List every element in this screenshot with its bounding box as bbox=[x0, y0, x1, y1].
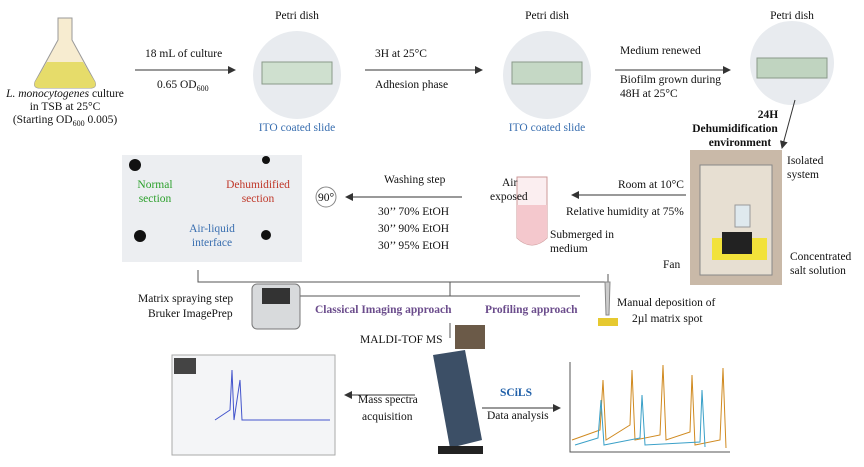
tube-text: medium bbox=[550, 243, 588, 255]
instrument-label: MALDI-TOF MS bbox=[360, 334, 443, 346]
rotation-text: 90° bbox=[318, 192, 335, 204]
slide-text: Air-liquid bbox=[189, 223, 235, 235]
tube-text: Air bbox=[502, 177, 518, 189]
instrument bbox=[433, 325, 485, 454]
washing-text: 30’’ 70% EtOH bbox=[378, 206, 449, 218]
culture-text: (Starting OD600 0.005) bbox=[13, 114, 117, 128]
tube-text: Submerged in bbox=[550, 229, 614, 241]
slide-label: ITO coated slide bbox=[259, 122, 335, 134]
matrix-text: Matrix spraying step bbox=[138, 293, 233, 305]
text-part: 600 bbox=[73, 119, 85, 128]
slide-text: section bbox=[242, 193, 275, 205]
pipette bbox=[598, 281, 618, 326]
step-text: 18 mL of culture bbox=[145, 48, 222, 60]
approach-label: Classical Imaging approach bbox=[315, 304, 452, 316]
slide-label: ITO coated slide bbox=[509, 122, 585, 134]
tube bbox=[516, 176, 548, 246]
step-text: 0.65 OD600 bbox=[157, 79, 209, 93]
manual-text: Manual deposition of bbox=[617, 297, 716, 309]
box-text: Fan bbox=[663, 259, 681, 271]
culture-text: L. monocytogenes culture bbox=[5, 88, 124, 100]
box-text: salt solution bbox=[790, 265, 846, 277]
step-text: Medium renewed bbox=[620, 45, 701, 57]
text-part: culture bbox=[89, 88, 124, 100]
flask bbox=[34, 17, 96, 89]
text-part: L. monocytogenes bbox=[5, 88, 90, 100]
step-text: Biofilm grown during bbox=[620, 74, 721, 86]
washing-text: Washing step bbox=[384, 174, 446, 186]
room-text: Room at 10°C bbox=[618, 179, 684, 191]
slide-text: Dehumidified bbox=[226, 179, 290, 191]
dehum-text: 24H bbox=[758, 109, 779, 121]
dehum-text: Dehumidification bbox=[692, 123, 778, 135]
petri-label: Petri dish bbox=[770, 10, 814, 22]
text-part: 600 bbox=[197, 84, 209, 93]
tube-text: exposed bbox=[490, 191, 528, 203]
arrow bbox=[779, 99, 796, 149]
slide-photo bbox=[122, 155, 302, 262]
acq-text: acquisition bbox=[362, 411, 413, 423]
text-part: (Starting OD bbox=[13, 114, 73, 126]
slide-text: Normal bbox=[137, 179, 172, 191]
acq-text: Mass spectra bbox=[358, 394, 418, 406]
text-part: 0.005) bbox=[85, 114, 118, 126]
step-text: 3H at 25°C bbox=[375, 48, 427, 60]
analysis-text: Data analysis bbox=[487, 410, 549, 422]
step-text: Adhesion phase bbox=[375, 79, 448, 91]
room-text: Relative humidity at 75% bbox=[566, 206, 684, 218]
dehum-text: environment bbox=[709, 137, 772, 149]
washing-text: 30’’ 90% EtOH bbox=[378, 223, 449, 235]
rotation-icon bbox=[315, 186, 337, 208]
matrix-text: Bruker ImagePrep bbox=[148, 308, 233, 320]
washing-text: 30’’ 95% EtOH bbox=[378, 240, 449, 252]
petri-label: Petri dish bbox=[275, 10, 319, 22]
text-part: 0.65 OD bbox=[157, 79, 197, 91]
box-text: system bbox=[787, 169, 819, 181]
slide-text: interface bbox=[192, 237, 232, 249]
sprayer bbox=[251, 283, 301, 330]
manual-text: 2µl matrix spot bbox=[632, 313, 703, 325]
approach-label: Profiling approach bbox=[485, 304, 578, 316]
box-text: Isolated bbox=[787, 155, 824, 167]
software-screenshot bbox=[171, 354, 336, 456]
scils-logo: SCiLS bbox=[500, 387, 532, 399]
culture-text: in TSB at 25°C bbox=[30, 101, 101, 113]
step-text: 48H at 25°C bbox=[620, 88, 678, 100]
petri-dishes bbox=[253, 21, 834, 119]
spectra-plot bbox=[569, 362, 730, 453]
box-text: Concentrated bbox=[790, 251, 852, 263]
connector bbox=[197, 270, 609, 338]
petri-label: Petri dish bbox=[525, 10, 569, 22]
slide-text: section bbox=[139, 193, 172, 205]
box-photo bbox=[690, 150, 782, 285]
